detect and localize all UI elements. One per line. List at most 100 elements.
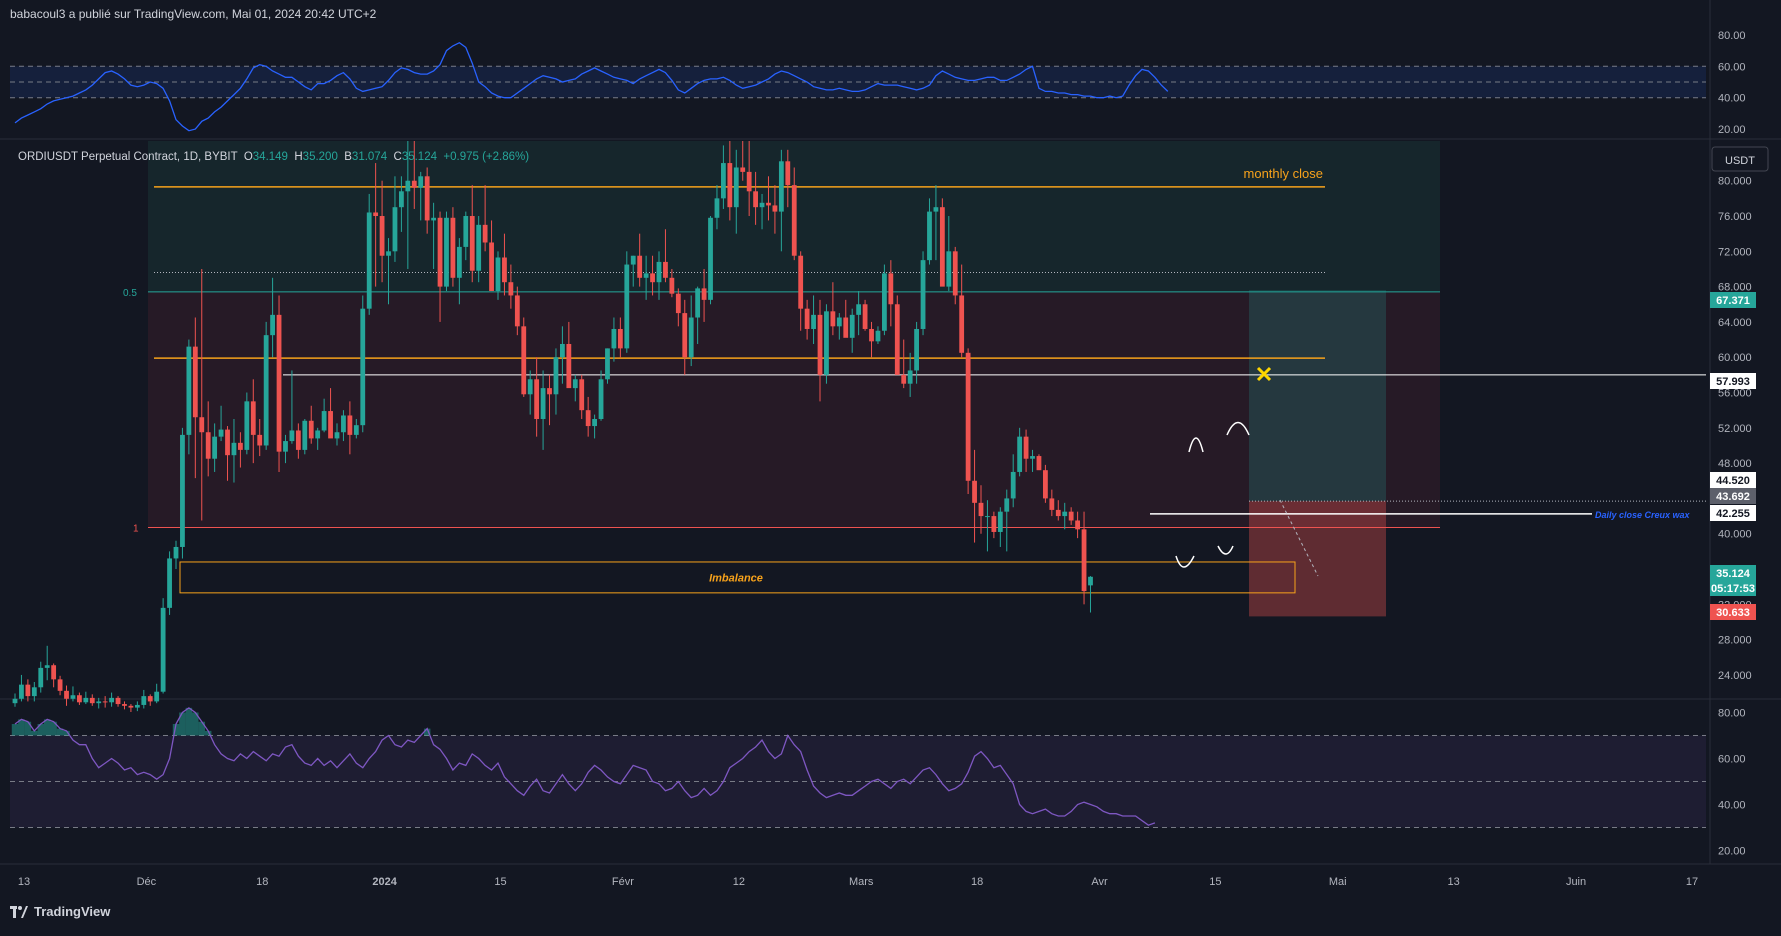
price-label-bg bbox=[1710, 505, 1756, 521]
candle-body bbox=[469, 216, 475, 271]
candle-body bbox=[791, 185, 797, 256]
candle-body bbox=[849, 314, 855, 338]
price-label-bg bbox=[1710, 604, 1756, 620]
candle-body bbox=[675, 293, 681, 314]
candle-body bbox=[939, 207, 945, 287]
rsi-overbought-fill bbox=[11, 707, 431, 736]
candle-body bbox=[843, 317, 849, 338]
price-label-bg bbox=[1710, 580, 1756, 596]
candle-body bbox=[927, 211, 932, 261]
rsi-tick-label: 40.00 bbox=[1718, 800, 1746, 812]
candle-body bbox=[991, 516, 997, 532]
currency-button bbox=[1711, 146, 1769, 172]
candle-body bbox=[572, 379, 578, 389]
price-tick-label: 52.000 bbox=[1718, 423, 1752, 435]
time-tick-label: 2024 bbox=[372, 876, 397, 888]
time-tick-label: 12 bbox=[733, 876, 745, 888]
candle-body bbox=[714, 198, 720, 218]
top-osc-tick-label: 20.00 bbox=[1718, 124, 1746, 136]
candle-body bbox=[1010, 471, 1016, 499]
top-osc-tick-label: 60.00 bbox=[1718, 61, 1746, 73]
candle-body bbox=[1088, 576, 1093, 586]
candle-body bbox=[862, 304, 868, 329]
change-value: +0.975 (+2.86%) bbox=[443, 151, 530, 163]
candle-body bbox=[19, 684, 24, 699]
candle-body bbox=[64, 690, 69, 699]
trough-right-arc bbox=[1217, 545, 1234, 555]
candle-body bbox=[276, 314, 282, 452]
fib-lower-zone bbox=[148, 291, 1440, 528]
candle-body bbox=[244, 401, 250, 450]
price-label-bg bbox=[1710, 472, 1756, 488]
ohlc-legend: ORDIUSDT Perpetual Contract, 1D, BYBIT O… bbox=[18, 151, 529, 163]
time-tick-label: 17 bbox=[1686, 876, 1698, 888]
candle-body bbox=[411, 180, 417, 188]
time-tick-label: 13 bbox=[18, 876, 30, 888]
candle-body bbox=[122, 704, 127, 706]
time-tick-label: Mars bbox=[849, 876, 874, 888]
rsi-line bbox=[14, 707, 1156, 826]
candle-body bbox=[392, 207, 398, 252]
candle-body bbox=[1004, 498, 1010, 512]
price-tick-label: 24.000 bbox=[1718, 670, 1752, 682]
time-tick-label: Févr bbox=[612, 876, 634, 888]
candle-body bbox=[901, 374, 907, 384]
candle-body bbox=[914, 328, 919, 371]
candle-body bbox=[688, 317, 694, 358]
time-tick-label: 18 bbox=[971, 876, 983, 888]
candle-body bbox=[38, 667, 44, 688]
candle-body bbox=[134, 704, 140, 708]
candle-body bbox=[205, 432, 211, 459]
candle-body bbox=[173, 546, 179, 559]
high-value: 35.200 bbox=[302, 151, 338, 163]
fib-1-label: 1 bbox=[133, 524, 139, 535]
candle-body bbox=[70, 695, 76, 699]
rsi-tick-label: 60.00 bbox=[1718, 754, 1746, 766]
price-label: 43.692 bbox=[1716, 491, 1750, 503]
candle-body bbox=[630, 255, 636, 265]
candle-body bbox=[347, 415, 353, 435]
candle-body bbox=[1075, 520, 1080, 530]
position-target-zone bbox=[1249, 290, 1386, 502]
candle-body bbox=[521, 326, 527, 395]
top-osc-line bbox=[14, 41, 1169, 132]
rsi-tick-label: 80.00 bbox=[1718, 708, 1746, 720]
price-tick-label: 56.000 bbox=[1718, 388, 1752, 400]
candle-body bbox=[778, 161, 784, 212]
price-tick-label: 60.000 bbox=[1718, 352, 1752, 364]
tradingview-brand: TradingView bbox=[34, 904, 111, 919]
candle-body bbox=[418, 176, 424, 188]
candle-body bbox=[44, 665, 50, 668]
symbol-title[interactable]: ORDIUSDT Perpetual Contract, 1D, BYBIT bbox=[18, 151, 238, 163]
candle-body bbox=[579, 379, 585, 411]
candle-body bbox=[12, 698, 18, 704]
candle-body bbox=[141, 696, 147, 705]
candle-body bbox=[527, 379, 533, 395]
candle-body bbox=[495, 257, 501, 292]
candle-body bbox=[598, 379, 604, 419]
price-label-bg bbox=[1710, 292, 1756, 308]
candle-body bbox=[489, 242, 494, 292]
candle-body bbox=[534, 379, 540, 419]
candle-body bbox=[315, 430, 321, 439]
rsi-tick-label: 20.00 bbox=[1718, 846, 1746, 858]
price-label-bg bbox=[1710, 565, 1756, 581]
candle-body bbox=[199, 417, 205, 433]
candle-body bbox=[386, 251, 391, 256]
candle-body bbox=[746, 171, 752, 192]
candle-body bbox=[437, 217, 443, 287]
price-label-bg bbox=[1710, 488, 1756, 504]
candle-body bbox=[289, 430, 295, 442]
low-value: 31.074 bbox=[351, 151, 388, 163]
candle-body bbox=[804, 308, 810, 329]
candle-body bbox=[353, 425, 359, 435]
candle-body bbox=[1055, 509, 1061, 517]
tradingview-logo[interactable]: TradingView bbox=[10, 904, 110, 919]
price-tick-label: 48.000 bbox=[1718, 458, 1752, 470]
candle-body bbox=[740, 167, 746, 172]
candle-body bbox=[212, 436, 218, 459]
price-label-bg bbox=[1710, 373, 1756, 389]
candle-body bbox=[1017, 436, 1023, 472]
